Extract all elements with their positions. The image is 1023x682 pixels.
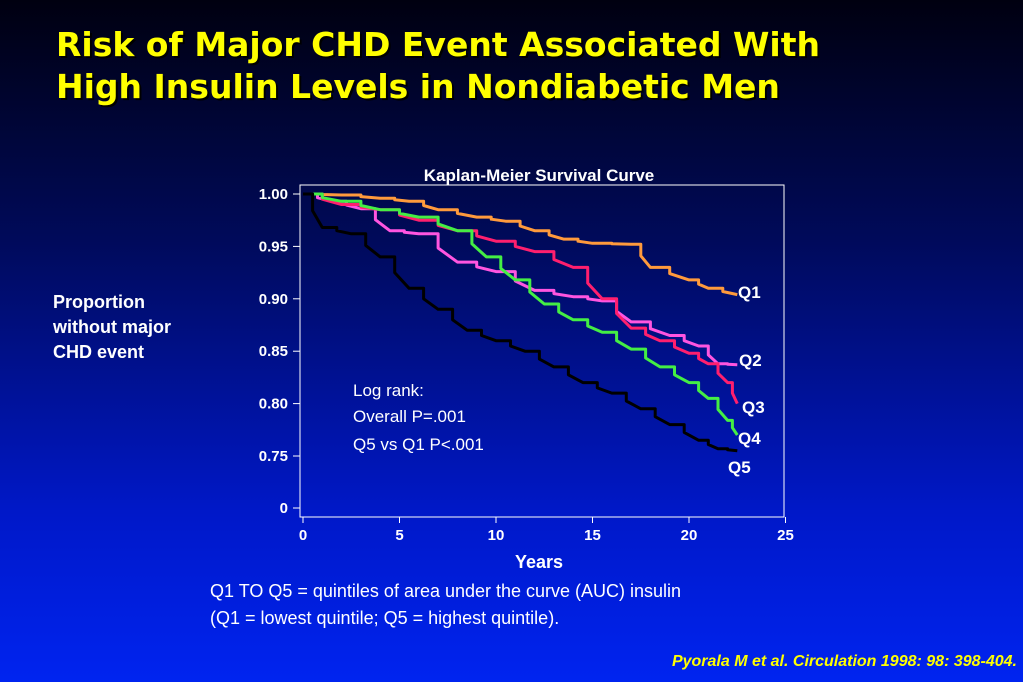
series-lines: [303, 192, 739, 453]
y-tick-label: 0.85: [259, 343, 288, 360]
x-tick-label: 15: [584, 527, 601, 544]
series-line-q4: [303, 192, 739, 436]
title-line-1: Risk of Major CHD Event Associated With: [56, 25, 820, 64]
series-label-q2: Q2: [739, 351, 762, 370]
annotation-line-2: Overall P=.001: [353, 407, 466, 426]
x-tick-label: 25: [777, 527, 794, 544]
series-label-q3: Q3: [742, 398, 765, 417]
y-tick-label: 0.95: [259, 238, 288, 255]
axes-layer: 0 0.75 0.80 0.85 0.90 0.95 1.00 0 5 10 15 20 25: [259, 186, 794, 544]
y-tick-label: 1.00: [259, 186, 288, 203]
x-tick-label: 5: [395, 527, 403, 544]
annotation-line-1: Log rank:: [353, 381, 424, 400]
x-tick-label: 0: [299, 527, 307, 544]
slide-title: Risk of Major CHD Event Associated With …: [56, 24, 1016, 108]
x-tick-label: 20: [681, 527, 698, 544]
y-axis-label-line-1: Proportion: [53, 292, 145, 312]
annotation-line-3: Q5 vs Q1 P<.001: [353, 435, 484, 454]
x-axis-label: Years: [515, 552, 563, 572]
plot-frame: [299, 184, 785, 518]
series-label-q4: Q4: [738, 429, 761, 448]
y-axis-label-line-2: without major: [53, 317, 171, 337]
title-line-2: High Insulin Levels in Nondiabetic Men: [56, 67, 780, 106]
series-labels: Q1 Q2 Q3 Q4 Q5: [728, 283, 765, 477]
series-label-q5: Q5: [728, 458, 751, 477]
series-line-q1: [303, 192, 738, 297]
y-tick-label: 0.90: [259, 291, 288, 308]
footnote-line-1: Q1 TO Q5 = quintiles of area under the c…: [210, 581, 682, 601]
chart-title: Kaplan-Meier Survival Curve: [424, 166, 655, 185]
series-line-q5: [303, 192, 738, 453]
y-tick-label: 0.80: [259, 396, 288, 413]
y-tick-label: 0.75: [259, 448, 288, 465]
y-axis-label: Proportion without major CHD event: [53, 290, 171, 365]
citation: Pyorala M et al. Circulation 1998: 98: 3…: [671, 653, 1017, 670]
footnote: Q1 TO Q5 = quintiles of area under the c…: [210, 578, 681, 632]
y-axis-label-line-3: CHD event: [53, 342, 145, 362]
series-label-q1: Q1: [738, 283, 761, 302]
x-tick-label: 10: [488, 527, 505, 544]
footnote-line-2: (Q1 = lowest quintile; Q5 = highest quin…: [210, 608, 560, 628]
y-tick-label: 0: [280, 500, 288, 517]
